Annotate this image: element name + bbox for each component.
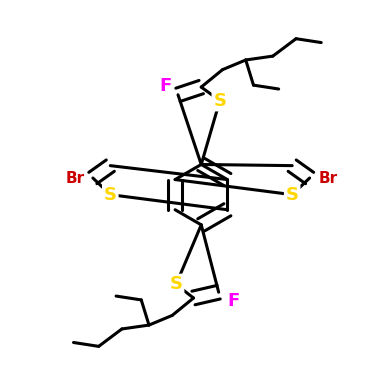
Text: S: S [286, 186, 299, 204]
Text: S: S [213, 92, 226, 110]
Text: S: S [104, 186, 117, 204]
Text: S: S [170, 276, 183, 293]
Text: Br: Br [319, 171, 338, 185]
Text: F: F [159, 77, 172, 95]
Text: Br: Br [66, 171, 85, 185]
Text: F: F [227, 292, 240, 310]
